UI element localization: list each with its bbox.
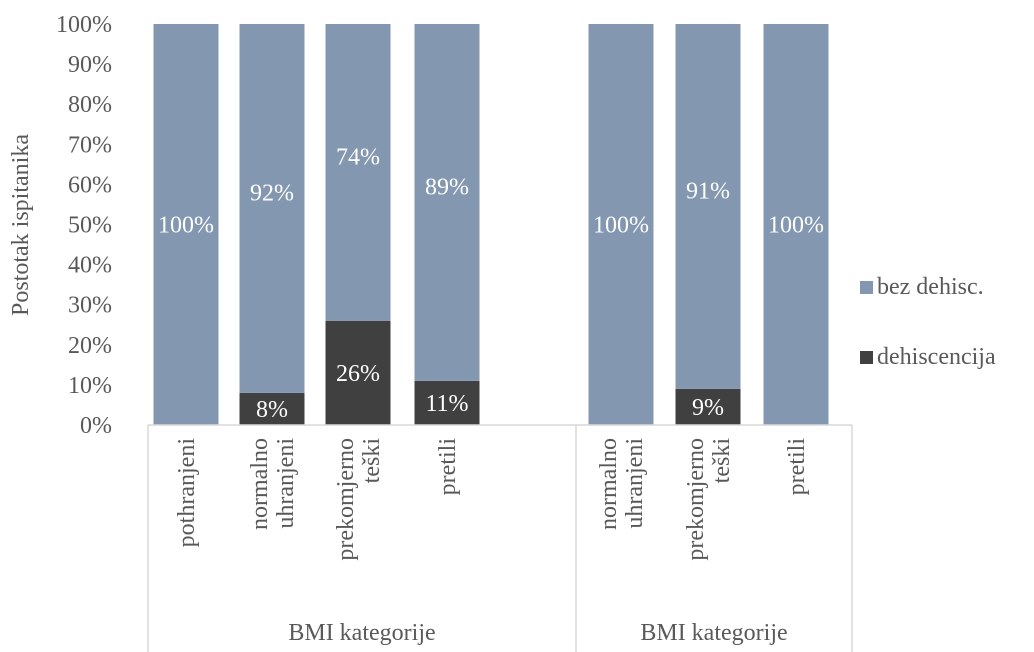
group-label: BMI kategorije — [288, 620, 435, 646]
data-label: 92% — [250, 180, 294, 206]
category-label: prekomjernoteški — [683, 438, 735, 561]
y-axis-ticks: 0% 10% 20% 30% 40% 50% 60% 70% 80% 90% 100% — [56, 12, 112, 439]
category-axis — [147, 424, 853, 652]
group-label: BMI kategorije — [640, 620, 787, 646]
y-tick-label: 90% — [68, 52, 112, 78]
bar-bez-dehisc — [675, 24, 741, 389]
category-label-line: teški — [359, 438, 385, 484]
y-tick-label: 0% — [80, 413, 112, 439]
bar-dehiscencija — [239, 392, 305, 425]
bar-dehiscencija — [325, 320, 391, 425]
category-label-line: normalno — [596, 438, 622, 530]
category-label-line: uhranjeni — [622, 438, 648, 529]
category-label: pretili — [784, 438, 810, 496]
category-label: prekomjernoteški — [333, 438, 385, 561]
bar-bez-dehisc — [153, 24, 219, 425]
bar-bez-dehisc — [325, 24, 391, 321]
category-label-line: pretili — [784, 438, 810, 496]
data-label: 74% — [336, 144, 380, 170]
y-axis-title: Postotak ispitanika — [8, 134, 34, 316]
category-label-line: normalno — [247, 438, 273, 530]
legend-label: bez dehisc. — [877, 274, 984, 300]
y-tick-label: 30% — [68, 293, 112, 319]
y-axis-title-group: Postotak ispitanika — [8, 134, 34, 316]
y-tick-label: 10% — [68, 373, 112, 399]
category-label-line: pothranjeni — [174, 438, 200, 548]
category-label-line: pretili — [435, 438, 461, 496]
bar-bez-dehisc — [588, 24, 654, 425]
category-labels: pothranjeni normalnouhranjeni prekomjernot… — [174, 438, 810, 646]
bar-dehiscencija — [675, 388, 741, 425]
category-label: pothranjeni — [174, 438, 200, 548]
bar-bez-dehisc — [763, 24, 829, 425]
category-label: normalnouhranjeni — [247, 438, 299, 530]
category-label: pretili — [435, 438, 461, 496]
data-label: 9% — [692, 395, 724, 421]
y-tick-label: 50% — [68, 213, 112, 239]
y-tick-label: 70% — [68, 132, 112, 158]
bar-layer: 100% 8% 92% 26% 74% 11% 89% 100% 9% 91% 100% — [153, 24, 829, 425]
y-tick-label: 100% — [56, 12, 112, 38]
data-label: 100% — [768, 213, 824, 239]
data-label: 8% — [256, 397, 288, 423]
legend-label: dehiscencija — [877, 344, 996, 370]
legend: bez dehisc. dehiscencija — [860, 274, 996, 370]
bar-bez-dehisc — [414, 24, 480, 381]
data-label: 89% — [425, 174, 469, 200]
category-label-line: uhranjeni — [273, 438, 299, 529]
category-label: normalnouhranjeni — [596, 438, 648, 530]
data-label: 100% — [593, 213, 649, 239]
y-tick-label: 20% — [68, 333, 112, 359]
data-label: 91% — [686, 178, 730, 204]
data-label: 11% — [425, 391, 468, 417]
y-tick-label: 80% — [68, 92, 112, 118]
y-tick-label: 40% — [68, 253, 112, 279]
data-label: 100% — [158, 213, 214, 239]
category-label-line: teški — [709, 438, 735, 484]
bar-bez-dehisc — [239, 24, 305, 393]
legend-swatch — [860, 281, 873, 294]
y-tick-label: 60% — [68, 172, 112, 198]
data-label: 26% — [336, 361, 380, 387]
category-label-line: prekomjerno — [333, 438, 359, 561]
legend-swatch — [860, 351, 873, 364]
category-label-line: prekomjerno — [683, 438, 709, 561]
bar-dehiscencija — [414, 380, 480, 425]
